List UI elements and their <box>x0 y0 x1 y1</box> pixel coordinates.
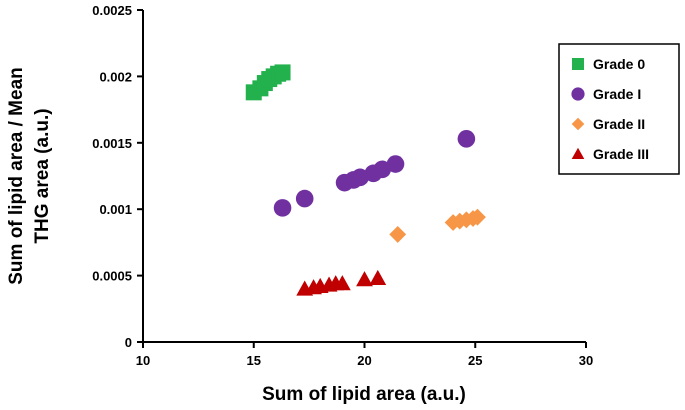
y-tick-label: 0.0025 <box>92 3 132 18</box>
y-tick-label: 0.002 <box>99 69 132 84</box>
data-point <box>457 130 476 148</box>
legend-label: Grade 0 <box>593 56 645 72</box>
plot-area: 10 15 20 25 30 0 0.0005 0.001 0.0015 0.002 0.0025 <box>92 3 593 368</box>
x-tick-label: 20 <box>357 353 371 368</box>
legend-marker <box>571 117 585 131</box>
series-circle <box>273 130 476 217</box>
data-point <box>373 160 392 179</box>
y-tick-label: 0.0015 <box>92 136 132 151</box>
legend-marker <box>571 147 585 160</box>
series-triangle <box>296 269 387 296</box>
y-axis-title-line-1: Sum of lipid area / Mean <box>6 67 27 285</box>
data-point <box>273 199 292 217</box>
x-tick-label: 10 <box>136 353 150 368</box>
series-diamond <box>389 208 486 243</box>
x-tick-label: 25 <box>468 353 482 368</box>
y-tick-label: 0.001 <box>99 202 132 217</box>
data-point <box>356 271 373 287</box>
data-point <box>389 226 407 243</box>
x-tick-label: 30 <box>579 353 593 368</box>
legend: Grade 0 Grade I Grade II Grade III <box>558 43 680 175</box>
legend-label: Grade III <box>593 146 649 162</box>
data-point <box>386 155 405 173</box>
data-point <box>369 269 387 285</box>
data-point <box>274 64 291 81</box>
legend-label: Grade I <box>593 86 641 102</box>
y-tick-label: 0 <box>125 335 132 350</box>
y-tick-label: 0.0005 <box>92 269 132 284</box>
legend-marker <box>572 58 584 70</box>
x-tick-label: 15 <box>247 353 261 368</box>
legend-label: Grade II <box>593 116 645 132</box>
legend-marker <box>571 87 585 101</box>
y-axis-title-line-2: THG area (a.u.) <box>32 108 53 243</box>
x-axis-title: Sum of lipid area (a.u.) <box>262 384 466 405</box>
series-square <box>245 64 291 101</box>
data-point <box>333 275 351 291</box>
data-point <box>469 208 486 226</box>
data-point <box>351 168 369 187</box>
data-point <box>295 189 314 208</box>
